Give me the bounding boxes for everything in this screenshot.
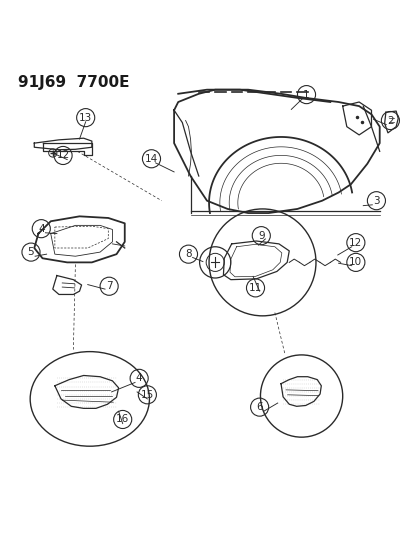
Text: 13: 13 (79, 112, 92, 123)
Text: 10: 10 (349, 257, 361, 268)
Text: 12: 12 (349, 238, 362, 248)
Text: 16: 16 (116, 415, 129, 424)
Text: 6: 6 (256, 402, 262, 412)
Text: 14: 14 (145, 154, 158, 164)
Text: 15: 15 (140, 390, 154, 400)
Text: 5: 5 (28, 247, 34, 257)
Text: 7: 7 (106, 281, 112, 291)
Text: 4: 4 (135, 373, 142, 383)
Text: 8: 8 (185, 249, 191, 259)
Text: 12: 12 (56, 150, 69, 160)
Text: 9: 9 (257, 231, 264, 241)
Text: 1: 1 (302, 90, 309, 100)
Text: 4: 4 (38, 224, 45, 233)
Text: 3: 3 (372, 196, 379, 206)
Text: 2: 2 (386, 116, 393, 125)
Text: 11: 11 (248, 283, 261, 293)
Text: 91J69  7700E: 91J69 7700E (18, 75, 129, 90)
